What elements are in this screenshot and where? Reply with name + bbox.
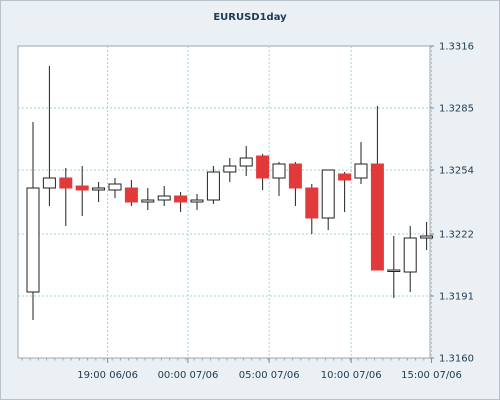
candle — [42, 66, 56, 206]
candle — [157, 186, 171, 206]
candle-body-up — [92, 187, 106, 191]
candle — [354, 142, 368, 184]
candle — [223, 158, 237, 182]
candle — [59, 168, 73, 226]
y-tick-label: 1.3285 — [439, 104, 474, 115]
candle-body-up — [26, 187, 40, 293]
x-tick-label: 15:00 07/06 — [401, 370, 462, 381]
candle — [141, 188, 155, 210]
candle — [321, 169, 335, 230]
candle-body-up — [239, 157, 253, 167]
candle — [124, 180, 138, 206]
candle-body-up — [190, 199, 204, 203]
plot-area — [17, 45, 431, 359]
candle-body-down — [59, 177, 73, 189]
candle-body-up — [157, 195, 171, 201]
candle-body-up — [321, 169, 335, 219]
candle-body-down — [256, 155, 270, 179]
candle — [256, 154, 270, 190]
x-tick-label: 00:00 07/06 — [158, 370, 219, 381]
candle — [26, 122, 40, 320]
chart-title: EURUSD1day — [213, 12, 287, 23]
candle — [239, 146, 253, 176]
x-tick-label: 10:00 07/06 — [321, 370, 382, 381]
candle-body-up — [387, 269, 401, 272]
y-tick-label: 1.3316 — [439, 42, 474, 53]
candle-body-down — [174, 195, 188, 203]
candle-body-up — [420, 235, 434, 239]
y-tick-label: 1.3222 — [439, 230, 474, 241]
candle-body-up — [206, 171, 220, 201]
candle — [288, 162, 302, 206]
candle — [403, 226, 417, 292]
candle — [75, 166, 89, 216]
candle-body-up — [403, 237, 417, 273]
x-tick-label: 05:00 07/06 — [239, 370, 300, 381]
grid-lines — [18, 46, 433, 358]
x-tick-label: 19:00 06/06 — [77, 370, 138, 381]
candle — [206, 166, 220, 204]
candle — [174, 192, 188, 212]
candle — [108, 178, 122, 198]
candle-body-up — [223, 165, 237, 173]
candle — [305, 184, 319, 234]
candle-body-down — [288, 163, 302, 189]
candle-body-down — [124, 187, 138, 203]
candle — [370, 106, 384, 271]
candle-body-up — [272, 163, 286, 179]
candle — [338, 172, 352, 212]
candle-body-down — [75, 185, 89, 191]
candles — [26, 66, 434, 320]
y-tick-labels: 1.3316 1.3285 1.3254 1.3222 1.3191 1.3160 — [439, 42, 474, 365]
x-tick-labels: 19:00 06/06 00:00 07/06 05:00 07/06 10:00 0… — [77, 370, 462, 381]
candle — [387, 236, 401, 298]
candle-body-up — [108, 183, 122, 191]
candle-body-up — [354, 163, 368, 179]
candle — [190, 194, 204, 210]
axes — [21, 45, 434, 363]
candle-body-up — [141, 199, 155, 203]
y-tick-label: 1.3191 — [439, 292, 474, 303]
candle — [92, 182, 106, 202]
candle-body-down — [305, 187, 319, 219]
y-tick-label: 1.3254 — [439, 166, 474, 177]
candle-body-up — [42, 177, 56, 189]
candle — [272, 162, 286, 196]
candle-body-down — [338, 173, 352, 181]
candle — [420, 222, 434, 250]
y-tick-label: 1.3160 — [439, 354, 474, 365]
candle-body-down — [370, 163, 384, 271]
